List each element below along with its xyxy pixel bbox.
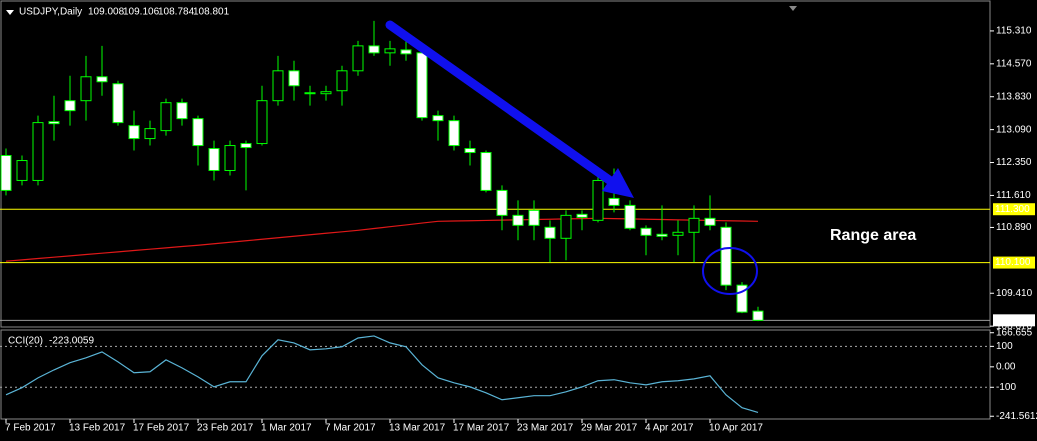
y-tick-label: 110.890 <box>996 222 1032 233</box>
candle-body <box>48 121 60 125</box>
candle-body <box>336 70 348 92</box>
candle-body <box>464 148 476 154</box>
x-tick-label: 7 Mar 2017 <box>325 423 376 434</box>
current-price-label: 108.801 <box>995 315 1032 326</box>
indicator-y-tick-label: -100 <box>996 382 1016 393</box>
x-tick-label: 23 Mar 2017 <box>517 423 574 434</box>
candle-body <box>672 231 684 236</box>
y-tick-label: 112.350 <box>996 157 1032 168</box>
y-tick-label: 113.830 <box>996 91 1032 102</box>
x-tick-label: 29 Mar 2017 <box>581 423 638 434</box>
candle-body <box>368 45 380 54</box>
current-price-bg <box>993 314 1035 327</box>
candle-body <box>64 100 76 112</box>
arrow-head <box>602 168 634 198</box>
candle-body <box>544 226 556 239</box>
ohlc-high: 109.106 <box>123 7 160 18</box>
candle-body <box>656 233 668 237</box>
candle-body <box>112 83 124 124</box>
candle-body <box>128 125 140 140</box>
y-tick-label: 114.570 <box>996 58 1032 69</box>
y-tick-label: 109.410 <box>996 288 1033 299</box>
candle-body <box>496 189 508 216</box>
candle-body <box>608 197 620 206</box>
candle-body <box>80 76 92 102</box>
candle-body <box>576 213 588 218</box>
candle-body <box>32 122 44 181</box>
indicator-panel-frame <box>0 329 991 420</box>
y-tick-label: 113.090 <box>996 124 1032 135</box>
annotation: Range area <box>830 227 916 244</box>
candle-body <box>480 152 492 191</box>
candle-body <box>752 310 764 321</box>
menu-triangle[interactable] <box>6 10 14 15</box>
candle-body <box>704 217 716 226</box>
candle-body <box>256 100 268 145</box>
candle-body <box>384 48 396 54</box>
arrow-shaft <box>385 20 617 187</box>
indicator-y-tick-label: 100 <box>996 341 1013 352</box>
ohlc-open: 109.008 <box>88 7 125 18</box>
x-tick-label: 17 Mar 2017 <box>453 423 510 434</box>
indicator-title: CCI(20) <box>8 336 43 347</box>
candle-body <box>512 214 524 226</box>
candle-body <box>16 160 28 181</box>
candle-body <box>160 102 172 132</box>
candle-body <box>736 284 748 313</box>
x-tick-label: 7 Feb 2017 <box>5 423 56 434</box>
indicator-y-tick-label: 0.00 <box>996 361 1016 372</box>
indicator-line <box>5 335 759 414</box>
candle-body <box>304 92 316 95</box>
symbol-title: USDJPY,Daily <box>19 7 82 18</box>
y-tick-label: 111.610 <box>996 190 1031 201</box>
level-label: 110.100 <box>995 257 1031 268</box>
candle-body <box>688 217 700 233</box>
candle-body <box>0 155 12 191</box>
indicator-y-tick-label: -241.5612 <box>996 411 1037 422</box>
candle-body <box>96 76 108 83</box>
candle-body <box>176 102 188 120</box>
candle-body <box>224 145 236 171</box>
x-tick-label: 23 Feb 2017 <box>197 423 254 434</box>
level-label-bg <box>993 256 1035 269</box>
x-tick-label: 10 Apr 2017 <box>709 423 763 434</box>
candle-body <box>432 115 444 122</box>
plot: 115.310 114.570 113.830 113.090 112.350 111.6… <box>0 20 1037 434</box>
candle-body <box>144 128 156 140</box>
candle-body <box>272 70 284 102</box>
candle-body <box>624 204 636 229</box>
x-tick-label: 13 Mar 2017 <box>389 423 446 434</box>
indicator-value: -223.0059 <box>49 336 94 347</box>
candle-body <box>288 70 300 87</box>
level-label-bg <box>993 203 1035 216</box>
indicator-y-tick-label: 166.655 <box>996 327 1033 338</box>
y-tick-label: 115.310 <box>996 26 1032 37</box>
candle-body <box>240 143 252 149</box>
candle-body <box>208 148 220 171</box>
x-tick-label: 13 Feb 2017 <box>69 423 126 434</box>
ohlc-close: 108.801 <box>193 7 230 18</box>
ohlc-low: 108.784 <box>158 7 195 18</box>
candle-body <box>592 179 604 221</box>
x-tick-label: 4 Apr 2017 <box>645 423 694 434</box>
candle-body <box>416 52 428 119</box>
candle-body <box>400 49 412 55</box>
shift-marker[interactable] <box>789 6 797 11</box>
candle-body <box>448 120 460 147</box>
x-tick-label: 1 Mar 2017 <box>261 423 312 434</box>
candle-body <box>320 91 332 95</box>
trend-arrow <box>385 20 634 198</box>
candle-body <box>720 226 732 286</box>
candle-body <box>640 227 652 236</box>
candle-body <box>352 45 364 72</box>
breakout-circle <box>702 247 758 295</box>
level-label: 111.300 <box>995 204 1030 215</box>
candle-body <box>560 214 572 239</box>
x-tick-label: 17 Feb 2017 <box>133 423 190 434</box>
candle-body <box>192 118 204 147</box>
candle-body <box>528 209 540 226</box>
